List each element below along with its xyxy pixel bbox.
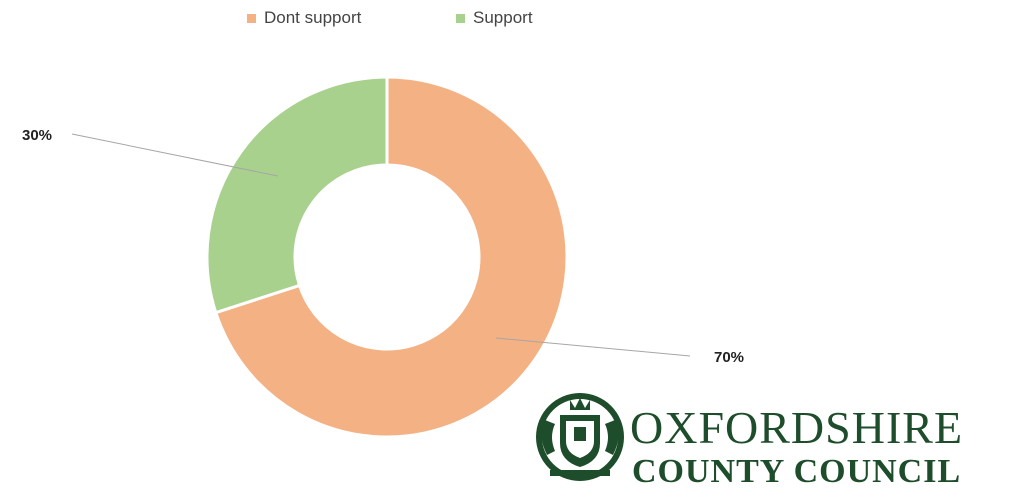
legend-swatch-dont-support — [247, 13, 256, 23]
doughnut-slice-dont-support — [213, 75, 569, 439]
coat-of-arms-icon — [536, 393, 624, 481]
doughnut-slices — [205, 75, 569, 439]
legend-label-dont-support: Dont support — [264, 8, 362, 27]
legend-label-support: Support — [473, 8, 533, 27]
legend-item-dont-support: Dont support — [247, 8, 361, 28]
chart-legend: Dont support Support — [0, 8, 780, 32]
doughnut-slice-support — [205, 75, 389, 315]
data-label-support: 30% — [22, 127, 52, 144]
legend-item-support: Support — [456, 8, 533, 28]
logo-title-line2: COUNTY COUNCIL — [632, 453, 961, 490]
legend-swatch-support — [456, 13, 465, 23]
oxfordshire-logo: OXFORDSHIRE COUNTY COUNCIL — [536, 393, 963, 490]
logo-title-line1: OXFORDSHIRE — [630, 402, 963, 453]
leader-line-dont-support — [495, 337, 691, 357]
data-label-dont-support: 70% — [714, 349, 744, 366]
leader-line-support — [71, 133, 279, 177]
